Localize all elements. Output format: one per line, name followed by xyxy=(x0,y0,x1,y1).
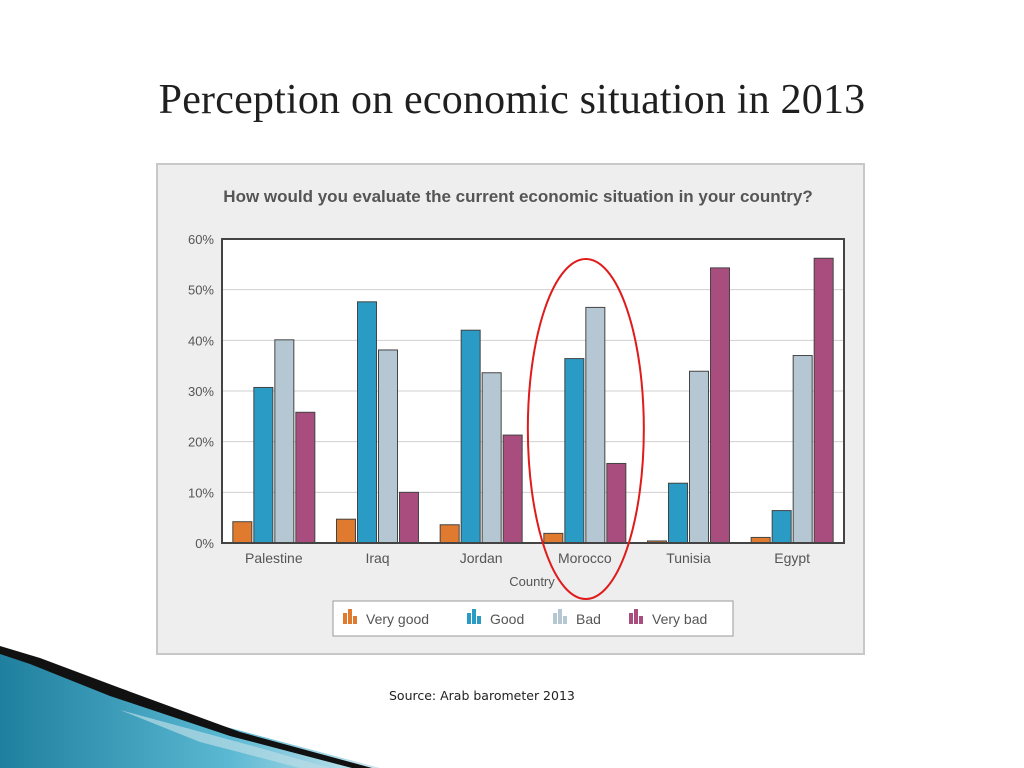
bar-good xyxy=(253,386,274,544)
bar-bad xyxy=(689,370,709,544)
y-tick-label: 50% xyxy=(188,283,214,298)
bar-very-bad xyxy=(606,462,627,544)
legend-icon-bar xyxy=(477,616,481,624)
legend-icon-bar xyxy=(472,609,476,624)
legend-icon-bar xyxy=(563,616,567,624)
x-tick-label: Egypt xyxy=(774,550,810,566)
y-tick-label: 60% xyxy=(188,232,214,247)
bar-bad xyxy=(585,306,606,544)
decorative-swoosh xyxy=(0,646,380,768)
bar-good xyxy=(668,482,688,544)
bar-very-good xyxy=(232,521,253,544)
legend-label: Very bad xyxy=(652,611,707,627)
x-tick-label: Tunisia xyxy=(666,550,711,566)
x-tick-label: Palestine xyxy=(245,550,303,566)
legend-label: Good xyxy=(490,611,524,627)
bar-good xyxy=(564,358,585,544)
bar-chart: 0% 10% 20% 30% 40% 50% 60% Palestine Iraq Jordan M… xyxy=(188,232,845,637)
legend-icon-bar xyxy=(348,609,352,624)
legend-icon-bar xyxy=(629,613,633,624)
bar-good xyxy=(460,329,481,544)
x-tick-label: Jordan xyxy=(460,550,503,566)
legend-label: Very good xyxy=(366,611,429,627)
bar-very-bad xyxy=(399,491,419,544)
bar-very-good xyxy=(439,524,460,544)
bar-very-good xyxy=(336,518,356,544)
legend-icon-bar xyxy=(353,616,357,624)
legend-box xyxy=(332,600,734,637)
plot-border xyxy=(221,238,845,544)
legend-icon-bar xyxy=(634,609,638,624)
bar-very-bad xyxy=(813,257,834,544)
y-tick-label: 20% xyxy=(188,435,214,450)
bar-very-bad xyxy=(710,267,730,544)
y-tick-label: 0% xyxy=(195,536,214,551)
bar-good xyxy=(771,510,792,544)
x-axis-title: Country xyxy=(509,574,555,589)
bar-bad xyxy=(274,339,295,544)
legend-icon-bar xyxy=(558,609,562,624)
y-tick-label: 30% xyxy=(188,384,214,399)
legend-icon-bar xyxy=(467,613,471,624)
slide-title: Perception on economic situation in 2013 xyxy=(158,77,866,123)
x-tick-label: Iraq xyxy=(365,550,389,566)
legend-icon-bar xyxy=(553,613,557,624)
y-tick-label: 40% xyxy=(188,333,214,348)
legend-icon-bar xyxy=(343,613,347,624)
y-tick-label: 10% xyxy=(188,485,214,500)
bar-bad xyxy=(481,372,502,544)
bar-good xyxy=(357,301,377,544)
x-tick-label: Morocco xyxy=(558,550,612,566)
bar-very-good xyxy=(543,532,564,544)
legend-label: Bad xyxy=(576,611,601,627)
bar-bad xyxy=(378,349,398,544)
source-note: Source: Arab barometer 2013 xyxy=(389,688,575,703)
bar-very-bad xyxy=(295,411,316,544)
bar-very-bad xyxy=(502,434,523,544)
chart-panel: How would you evaluate the current econo… xyxy=(156,163,865,655)
highlight-ellipse xyxy=(526,258,645,600)
chart-title: How would you evaluate the current econo… xyxy=(223,187,813,206)
bar-bad xyxy=(792,355,813,544)
legend-icon-bar xyxy=(639,616,643,624)
